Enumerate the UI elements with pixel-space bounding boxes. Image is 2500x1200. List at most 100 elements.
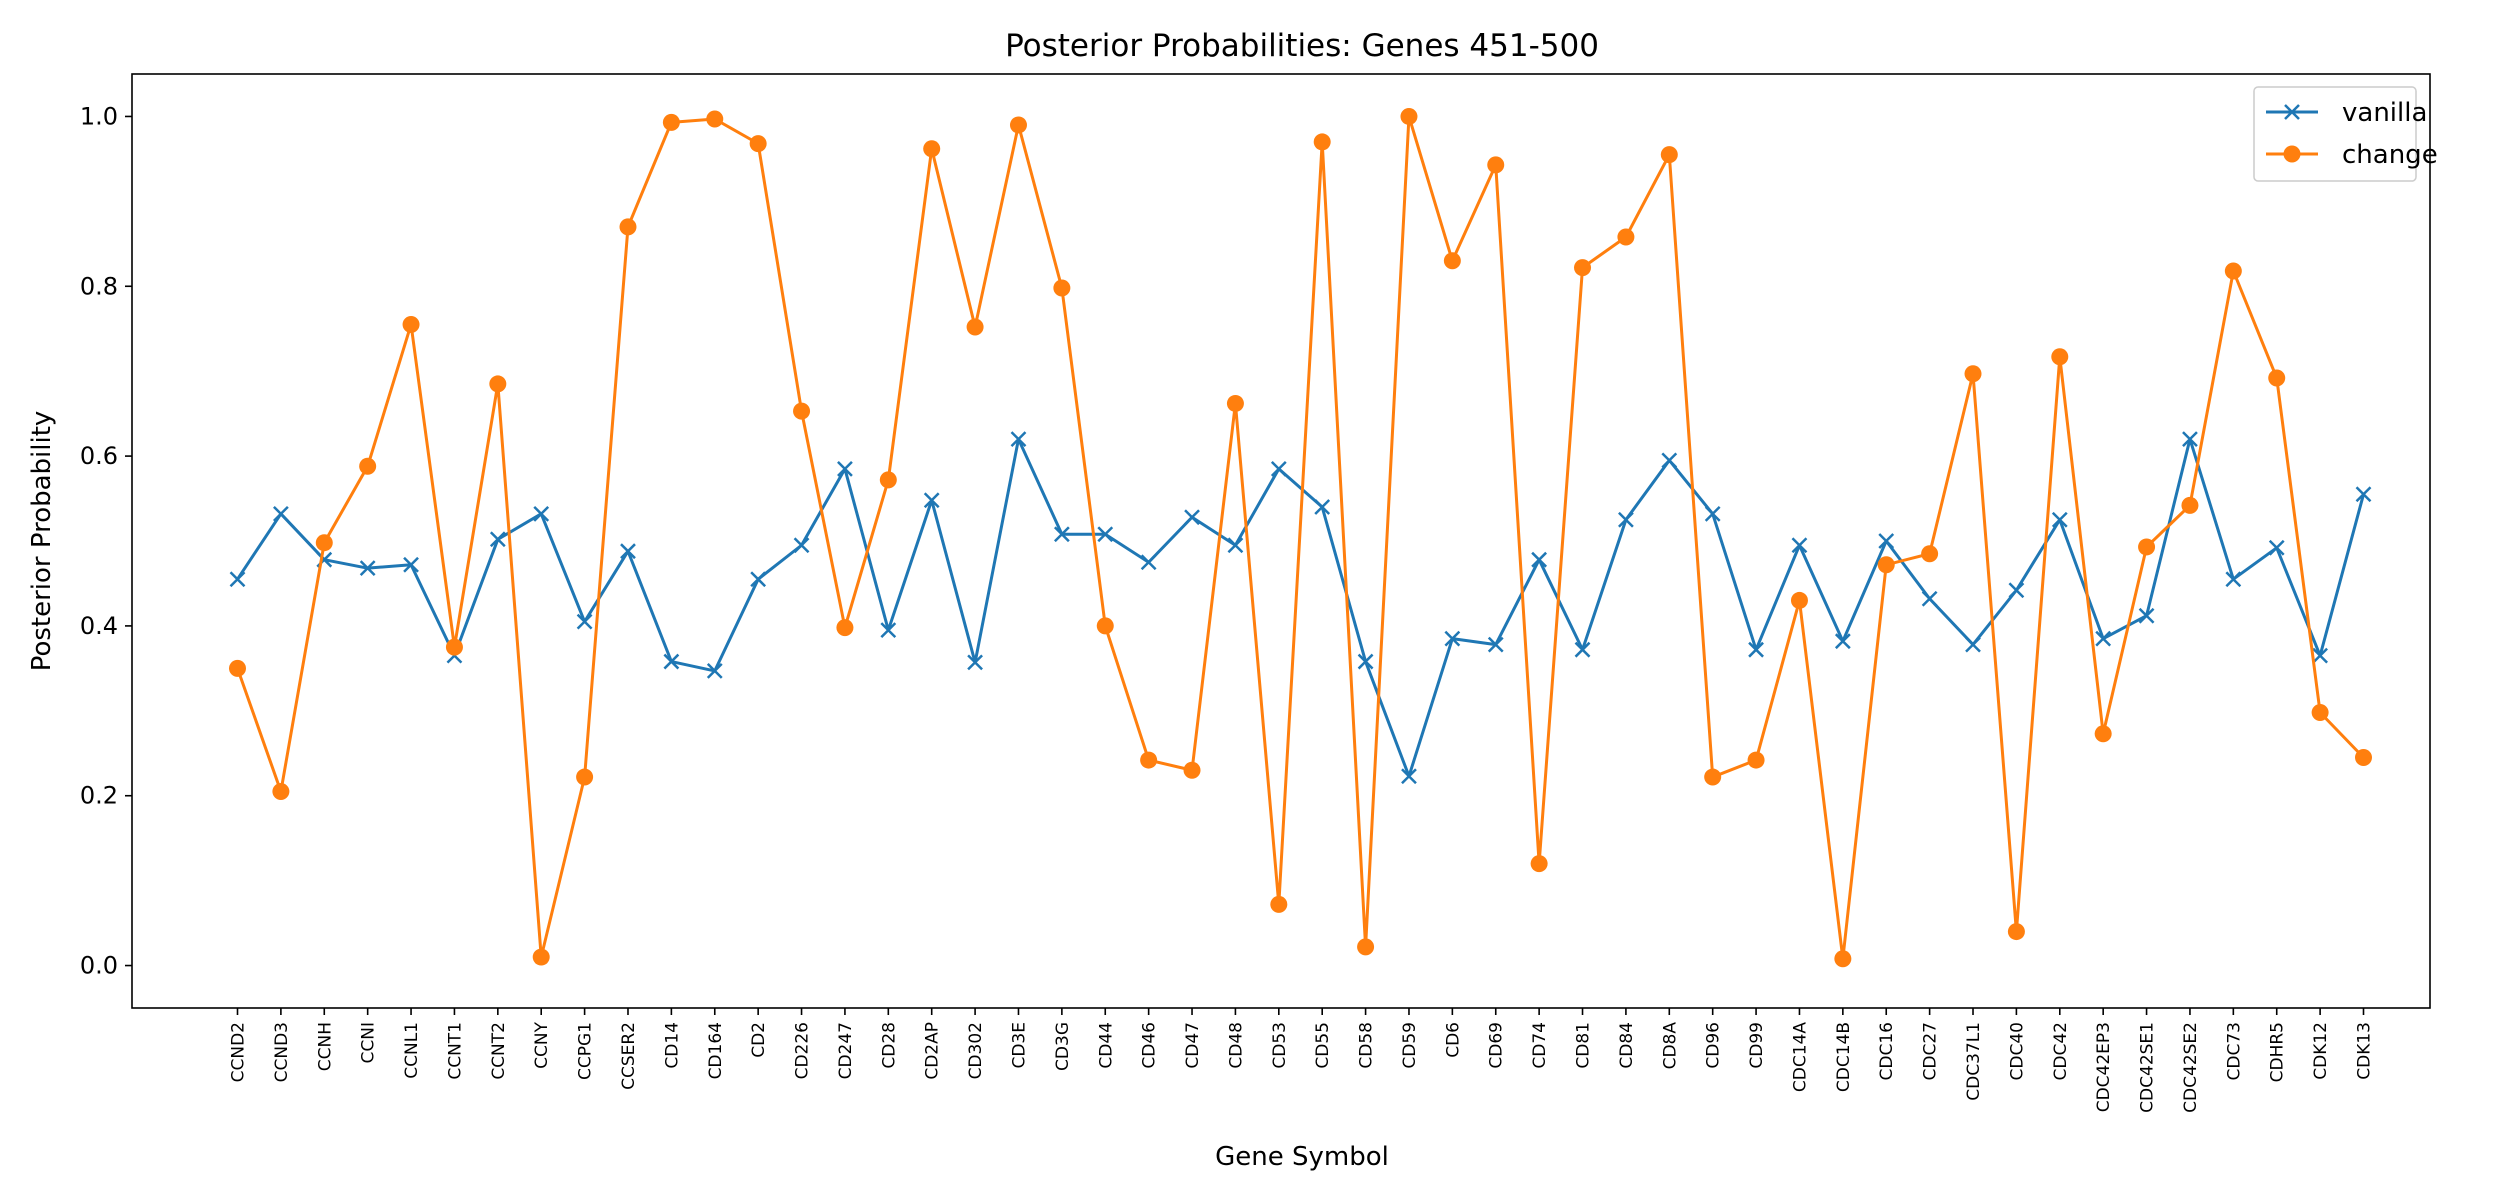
x-tick-label: CD81 xyxy=(1574,1022,1594,1069)
x-tick-label: CD247 xyxy=(836,1022,856,1079)
x-tick-label: CDC42EP3 xyxy=(2094,1022,2114,1112)
series-change xyxy=(229,107,2372,968)
data-point xyxy=(1487,636,1504,653)
data-point xyxy=(576,613,593,630)
data-point xyxy=(2312,647,2328,664)
data-point xyxy=(2225,571,2242,588)
x-tick-label: CCNT1 xyxy=(445,1022,465,1080)
data-point xyxy=(619,218,637,236)
data-point xyxy=(1921,545,1939,563)
x-tick-label: CD226 xyxy=(793,1022,813,1079)
x-tick-label: CCNI xyxy=(359,1022,379,1063)
x-tick-label: CCPG1 xyxy=(576,1022,596,1080)
data-point xyxy=(2268,369,2286,387)
data-point xyxy=(1140,554,1157,571)
data-point xyxy=(1661,452,1678,469)
data-point xyxy=(2355,486,2372,503)
data-point xyxy=(662,113,680,131)
x-tick-label: CD14 xyxy=(662,1022,682,1069)
x-tick-label: CD2 xyxy=(749,1022,769,1058)
y-axis: 0.0 0.2 0.4 0.6 0.8 1.0 xyxy=(80,102,132,980)
data-point xyxy=(2355,749,2372,767)
data-point xyxy=(2095,630,2112,647)
legend: vanilla change xyxy=(2253,86,2438,182)
x-tick-label: CDC42 xyxy=(2051,1022,2071,1080)
data-point xyxy=(1964,365,1982,383)
chart-title: Posterior Probabilities: Genes 451-500 xyxy=(1005,28,1599,64)
x-tick-label: CCNT2 xyxy=(489,1022,509,1080)
x-tick-label: CDC27 xyxy=(1921,1022,1941,1080)
y-tick-label: 0.6 xyxy=(80,442,118,470)
x-tick-label: CDC42SE2 xyxy=(2181,1022,2201,1113)
data-point xyxy=(1097,526,1114,543)
data-point xyxy=(706,663,723,679)
series-line-change xyxy=(236,114,2365,961)
x-tick-label: CD55 xyxy=(1313,1022,1333,1069)
data-point xyxy=(1183,761,1201,779)
data-point xyxy=(1921,590,1938,607)
plot-frame xyxy=(131,73,2431,1009)
x-tick-label: CD69 xyxy=(1487,1022,1507,1069)
data-point xyxy=(837,460,853,477)
legend-marker xyxy=(2284,104,2300,120)
x-tick-label: CD47 xyxy=(1183,1022,1203,1069)
data-point xyxy=(445,638,463,656)
data-point xyxy=(229,659,246,677)
x-tick-label: CD48 xyxy=(1226,1022,1246,1069)
x-tick-label: CD8A xyxy=(1660,1022,1680,1070)
x-tick-label: CD74 xyxy=(1530,1022,1550,1069)
data-point xyxy=(1010,431,1027,447)
y-tick-label: 0.2 xyxy=(80,782,118,810)
y-tick-label: 0.4 xyxy=(80,612,118,640)
data-point xyxy=(749,135,767,153)
data-point xyxy=(2051,348,2069,366)
y-axis-label: Posterior Probability xyxy=(27,411,57,672)
data-point xyxy=(1748,641,1764,658)
x-tick-label: CDHR5 xyxy=(2268,1022,2288,1082)
x-tick-label: CCNL1 xyxy=(402,1022,422,1079)
legend-label: change xyxy=(2342,140,2438,170)
x-tick-label: CDC14A xyxy=(1790,1022,1810,1092)
series-line-vanilla xyxy=(236,437,2365,778)
x-tick-label: CD44 xyxy=(1096,1022,1116,1069)
x-tick-label: CD84 xyxy=(1617,1022,1637,1069)
data-point xyxy=(879,471,897,489)
data-point xyxy=(2311,704,2329,722)
data-point xyxy=(2182,431,2198,447)
data-point xyxy=(1878,533,1895,549)
x-tick-label: CD46 xyxy=(1140,1022,1160,1069)
data-point xyxy=(359,457,377,475)
data-point xyxy=(750,571,767,588)
x-tick-label: CD96 xyxy=(1704,1022,1724,1069)
data-point xyxy=(533,505,550,522)
legend-marker xyxy=(2283,145,2301,163)
data-point xyxy=(2268,539,2285,556)
data-point xyxy=(1227,537,1244,554)
data-point xyxy=(1618,511,1634,528)
data-point xyxy=(1314,499,1331,515)
data-point xyxy=(2007,923,2025,941)
data-point xyxy=(273,505,289,522)
x-tick-label: CDC37L1 xyxy=(1964,1022,1984,1101)
data-point xyxy=(489,375,507,393)
data-point xyxy=(836,619,854,637)
data-point xyxy=(1009,116,1027,134)
data-point xyxy=(1053,279,1071,297)
y-tick-label: 1.0 xyxy=(80,102,118,130)
data-point xyxy=(1357,653,1374,670)
data-point xyxy=(923,492,940,509)
plot-area xyxy=(229,107,2372,968)
x-tick-label: CCND2 xyxy=(229,1022,249,1082)
data-point xyxy=(1747,751,1765,769)
data-point xyxy=(793,537,810,554)
x-axis: CCND2 CCND3 CCNH CCNI CCNL1 CCNT1 CCNT2 CCNY CCP… xyxy=(229,1008,2375,1113)
data-point xyxy=(1704,505,1721,522)
data-point xyxy=(663,653,680,670)
data-point xyxy=(403,556,419,573)
data-point xyxy=(1270,460,1287,477)
data-point xyxy=(1834,950,1852,968)
data-point xyxy=(1965,636,1981,653)
x-tick-label: CCNY xyxy=(532,1021,552,1068)
data-point xyxy=(1574,641,1591,658)
data-point xyxy=(966,318,984,336)
